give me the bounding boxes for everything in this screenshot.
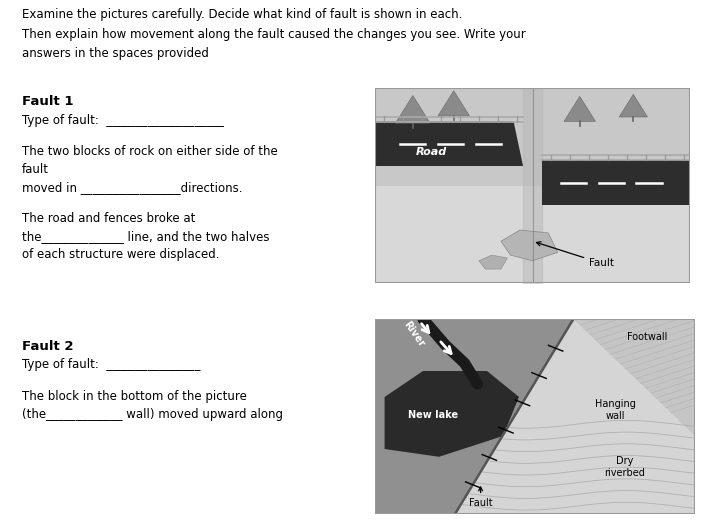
Text: Footwall: Footwall: [627, 332, 668, 342]
Text: of each structure were displaced.: of each structure were displaced.: [22, 248, 219, 261]
Text: fault: fault: [22, 163, 49, 176]
Text: Fault 2: Fault 2: [22, 340, 74, 353]
Polygon shape: [542, 160, 690, 205]
Text: Fault 1: Fault 1: [22, 95, 74, 108]
Polygon shape: [619, 94, 647, 117]
Text: (the_____________ wall) moved upward along: (the_____________ wall) moved upward alo…: [22, 408, 283, 421]
Text: Then explain how movement along the fault caused the changes you see. Write your: Then explain how movement along the faul…: [22, 28, 526, 41]
Text: Type of fault:  ________________: Type of fault: ________________: [22, 358, 200, 371]
Text: Fault: Fault: [536, 242, 614, 268]
Polygon shape: [375, 122, 523, 166]
Polygon shape: [375, 319, 574, 514]
Polygon shape: [375, 186, 690, 283]
Text: The block in the bottom of the picture: The block in the bottom of the picture: [22, 390, 247, 403]
Text: River: River: [401, 320, 426, 349]
Text: Road: Road: [416, 147, 447, 157]
Polygon shape: [564, 96, 596, 122]
Polygon shape: [455, 319, 695, 514]
Text: Dry
riverbed: Dry riverbed: [604, 456, 645, 478]
Polygon shape: [384, 371, 519, 457]
Polygon shape: [533, 88, 690, 186]
Text: moved in _________________directions.: moved in _________________directions.: [22, 181, 242, 194]
Text: the______________ line, and the two halves: the______________ line, and the two halv…: [22, 230, 270, 243]
Text: Type of fault:  ____________________: Type of fault: ____________________: [22, 114, 224, 127]
Polygon shape: [396, 96, 430, 123]
Text: Hanging
wall: Hanging wall: [594, 399, 635, 421]
Text: The road and fences broke at: The road and fences broke at: [22, 212, 195, 225]
Text: Fault: Fault: [469, 487, 493, 508]
Text: The two blocks of rock on either side of the: The two blocks of rock on either side of…: [22, 145, 277, 158]
Polygon shape: [479, 255, 508, 269]
Polygon shape: [519, 319, 695, 514]
Polygon shape: [375, 319, 695, 514]
Text: Examine the pictures carefully. Decide what kind of fault is shown in each.: Examine the pictures carefully. Decide w…: [22, 8, 462, 21]
Polygon shape: [375, 88, 533, 186]
Polygon shape: [438, 91, 470, 116]
Text: answers in the spaces provided: answers in the spaces provided: [22, 47, 209, 60]
Polygon shape: [501, 230, 558, 261]
Text: New lake: New lake: [407, 410, 457, 420]
